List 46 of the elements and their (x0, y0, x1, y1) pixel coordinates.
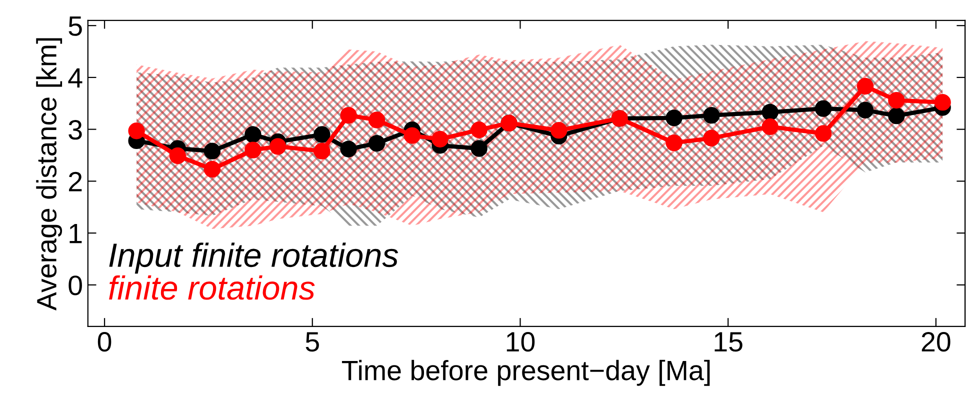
point (550, 122, 568, 139)
y-tick-label: 1 (70, 224, 82, 244)
point (314, 126, 330, 143)
x-tick-label: 20 (922, 332, 950, 352)
x-tick-label: 10 (506, 332, 535, 352)
point (368, 134, 386, 152)
x-axis-title: Time before present−day [Ma] (342, 360, 710, 386)
y-tick-label: 2 (68, 172, 82, 192)
point (169, 147, 186, 164)
point (404, 127, 420, 144)
point (244, 142, 262, 158)
point (856, 78, 874, 95)
text: finite rotations (109, 275, 315, 300)
y-tick-label: 5 (68, 16, 82, 36)
text: Input finite rotations (109, 242, 398, 274)
point (666, 110, 682, 126)
point (314, 142, 330, 160)
point (762, 118, 778, 136)
point (340, 106, 357, 124)
point (368, 112, 386, 128)
point (128, 122, 145, 140)
point (703, 130, 720, 146)
point (814, 100, 832, 117)
point (204, 160, 221, 178)
point (340, 140, 357, 158)
point (244, 126, 262, 143)
y-tick-label: 3 (68, 120, 82, 140)
point (432, 130, 448, 148)
y-tick-label: 0 (68, 276, 82, 296)
y-tick-label: 4 (68, 68, 82, 88)
point (204, 142, 221, 160)
point (856, 102, 874, 118)
point (703, 106, 720, 124)
point (814, 125, 832, 142)
point (470, 140, 488, 157)
y-axis-title: Average distance [km] (36, 38, 62, 311)
x-tick-label: 0 (98, 332, 112, 352)
point (934, 94, 951, 111)
x-tick-label: 5 (306, 332, 319, 352)
point (470, 122, 488, 138)
point (270, 138, 286, 155)
point (888, 107, 905, 124)
point (762, 104, 778, 121)
point (666, 134, 682, 152)
x-tick-label: 15 (714, 332, 742, 352)
point (888, 92, 905, 109)
